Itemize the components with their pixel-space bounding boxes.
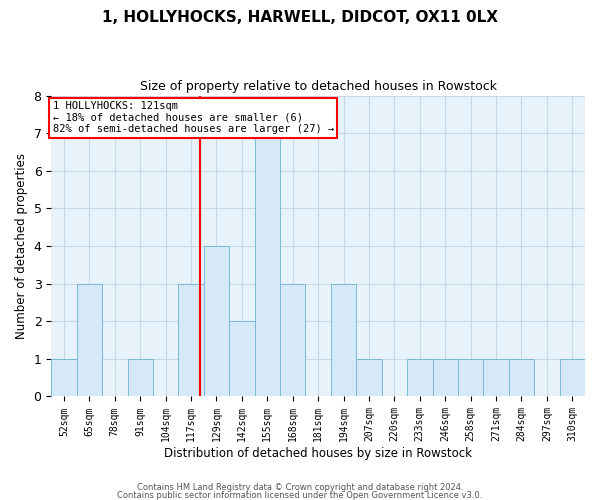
Bar	[484, 359, 509, 397]
Bar	[560, 359, 585, 397]
Text: 1 HOLLYHOCKS: 121sqm
← 18% of detached houses are smaller (6)
82% of semi-detach: 1 HOLLYHOCKS: 121sqm ← 18% of detached h…	[53, 101, 334, 134]
Bar	[356, 359, 382, 397]
Bar	[458, 359, 484, 397]
Bar	[229, 321, 254, 396]
Bar	[178, 284, 204, 397]
Text: Contains HM Land Registry data © Crown copyright and database right 2024.: Contains HM Land Registry data © Crown c…	[137, 484, 463, 492]
Bar	[433, 359, 458, 397]
Bar	[128, 359, 153, 397]
Bar	[407, 359, 433, 397]
Text: 1, HOLLYHOCKS, HARWELL, DIDCOT, OX11 0LX: 1, HOLLYHOCKS, HARWELL, DIDCOT, OX11 0LX	[102, 10, 498, 25]
Bar	[77, 284, 102, 397]
Bar	[331, 284, 356, 397]
Text: Contains public sector information licensed under the Open Government Licence v3: Contains public sector information licen…	[118, 490, 482, 500]
Y-axis label: Number of detached properties: Number of detached properties	[15, 153, 28, 339]
Bar	[280, 284, 305, 397]
Bar	[509, 359, 534, 397]
X-axis label: Distribution of detached houses by size in Rowstock: Distribution of detached houses by size …	[164, 447, 472, 460]
Bar	[51, 359, 77, 397]
Title: Size of property relative to detached houses in Rowstock: Size of property relative to detached ho…	[140, 80, 497, 93]
Bar	[254, 133, 280, 396]
Bar	[204, 246, 229, 396]
